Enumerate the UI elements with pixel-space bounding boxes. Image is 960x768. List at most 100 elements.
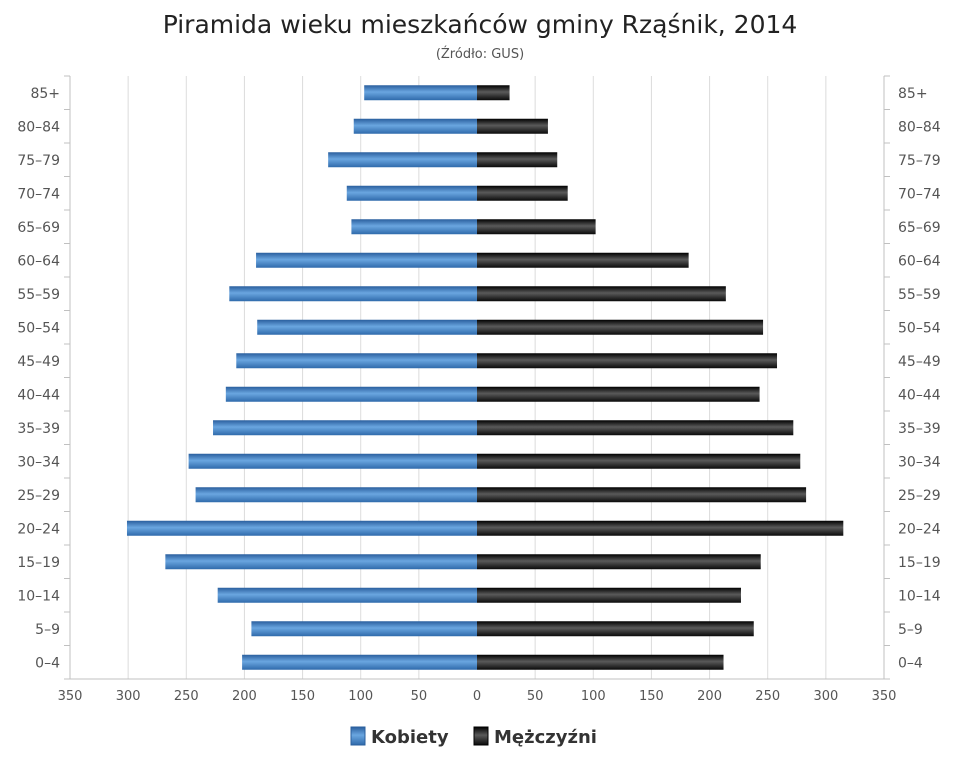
category-label-left: 10–14: [17, 588, 60, 604]
bar-mezczyzni[interactable]: [477, 487, 807, 503]
category-label-right: 85+: [898, 86, 928, 102]
category-label-right: 40–44: [898, 387, 941, 403]
category-label-right: 55–59: [898, 287, 941, 303]
bar-mezczyzni[interactable]: [477, 252, 689, 268]
category-label-left: 0–4: [35, 655, 60, 671]
bar-kobiety[interactable]: [217, 587, 477, 603]
legend-item-mezczyzni[interactable]: Mężczyźni: [473, 726, 597, 748]
x-tick-label: 250: [755, 689, 780, 704]
bars: [126, 85, 844, 670]
x-tick-label: 150: [290, 689, 315, 704]
bar-kobiety[interactable]: [256, 252, 477, 268]
bar-kobiety[interactable]: [364, 85, 477, 101]
bar-mezczyzni[interactable]: [477, 621, 754, 637]
bar-kobiety[interactable]: [229, 286, 477, 302]
bar-kobiety[interactable]: [126, 520, 477, 536]
category-label-left: 75–79: [17, 153, 60, 169]
category-label-right: 25–29: [898, 488, 941, 504]
category-label-left: 50–54: [17, 320, 60, 336]
bar-mezczyzni[interactable]: [477, 85, 510, 101]
x-tick-label: 300: [116, 689, 141, 704]
category-label-right: 35–39: [898, 421, 941, 437]
category-label-right: 5–9: [898, 622, 923, 638]
category-label-left: 30–34: [17, 454, 60, 470]
legend-swatch-kobiety: [350, 726, 366, 746]
legend-label-kobiety: Kobiety: [371, 727, 449, 748]
bar-mezczyzni[interactable]: [477, 453, 801, 469]
bar-kobiety[interactable]: [242, 654, 477, 670]
bar-kobiety[interactable]: [236, 353, 477, 369]
category-label-right: 70–74: [898, 186, 941, 202]
x-tick-label: 50: [527, 689, 544, 704]
category-label-right: 45–49: [898, 354, 941, 370]
bar-mezczyzni[interactable]: [477, 319, 764, 335]
category-label-left: 55–59: [17, 287, 60, 303]
x-tick-label: 200: [232, 689, 257, 704]
bar-kobiety[interactable]: [328, 152, 477, 168]
x-tick-label: 0: [473, 689, 481, 704]
category-label-left: 35–39: [17, 421, 60, 437]
bar-mezczyzni[interactable]: [477, 554, 761, 570]
category-label-left: 65–69: [17, 220, 60, 236]
category-label-right: 0–4: [898, 655, 923, 671]
chart-title: Piramida wieku mieszkańców gminy Rząśnik…: [163, 10, 798, 39]
x-tick-label: 100: [581, 689, 606, 704]
category-label-left: 20–24: [17, 521, 60, 537]
category-label-left: 40–44: [17, 387, 60, 403]
legend: Kobiety Mężczyźni: [350, 726, 597, 748]
legend-label-mezczyzni: Mężczyźni: [494, 727, 597, 748]
category-label-left: 15–19: [17, 555, 60, 571]
bar-mezczyzni[interactable]: [477, 286, 726, 302]
bar-mezczyzni[interactable]: [477, 420, 794, 436]
legend-swatch-mezczyzni: [473, 726, 489, 746]
axes: [64, 75, 890, 680]
bar-mezczyzni[interactable]: [477, 353, 778, 369]
category-label-left: 60–64: [17, 253, 60, 269]
x-tick-label: 350: [872, 689, 897, 704]
bar-kobiety[interactable]: [346, 185, 477, 201]
category-label-right: 80–84: [898, 119, 941, 135]
x-tick-label: 100: [348, 689, 373, 704]
bar-mezczyzni[interactable]: [477, 587, 741, 603]
x-tick-label: 300: [813, 689, 838, 704]
bar-mezczyzni[interactable]: [477, 386, 760, 402]
bar-mezczyzni[interactable]: [477, 219, 596, 235]
category-label-right: 30–34: [898, 454, 941, 470]
category-labels-left: 85+ 80–84 75–79 70–74 65–69 60–64 55–59 50–54 45…: [17, 86, 60, 672]
category-label-right: 20–24: [898, 521, 941, 537]
bar-kobiety[interactable]: [195, 487, 478, 503]
category-label-left: 85+: [30, 86, 60, 102]
category-label-right: 65–69: [898, 220, 941, 236]
category-label-right: 15–19: [898, 555, 941, 571]
bar-kobiety[interactable]: [213, 420, 477, 436]
category-label-right: 60–64: [898, 253, 941, 269]
x-tick-label: 50: [411, 689, 428, 704]
bar-kobiety[interactable]: [257, 319, 477, 335]
x-tick-label: 250: [174, 689, 199, 704]
bar-kobiety[interactable]: [251, 621, 477, 637]
bar-kobiety[interactable]: [188, 453, 477, 469]
bar-mezczyzni[interactable]: [477, 520, 844, 536]
category-labels-right: 85+ 80–84 75–79 70–74 65–69 60–64 55–59 50–54 45…: [898, 86, 941, 672]
bar-mezczyzni[interactable]: [477, 118, 548, 134]
category-label-left: 25–29: [17, 488, 60, 504]
x-tick-label: 200: [697, 689, 722, 704]
bar-mezczyzni[interactable]: [477, 185, 568, 201]
category-label-left: 5–9: [35, 622, 60, 638]
category-label-left: 45–49: [17, 354, 60, 370]
bar-kobiety[interactable]: [225, 386, 477, 402]
bar-mezczyzni[interactable]: [477, 152, 558, 168]
chart-subtitle: (Źródło: GUS): [436, 46, 524, 62]
bar-kobiety[interactable]: [353, 118, 477, 134]
legend-item-kobiety[interactable]: Kobiety: [350, 726, 449, 748]
bar-kobiety[interactable]: [165, 554, 477, 570]
x-tick-label: 350: [58, 689, 83, 704]
category-label-right: 75–79: [898, 153, 941, 169]
bar-kobiety[interactable]: [351, 219, 477, 235]
x-axis-ticks: 350 300 250 200 150 100 50 0 50 100 150 200 250 300 35…: [58, 689, 897, 704]
bar-mezczyzni[interactable]: [477, 654, 724, 670]
x-tick-label: 150: [639, 689, 664, 704]
category-label-right: 50–54: [898, 320, 941, 336]
category-label-left: 70–74: [17, 186, 60, 202]
category-label-right: 10–14: [898, 588, 941, 604]
